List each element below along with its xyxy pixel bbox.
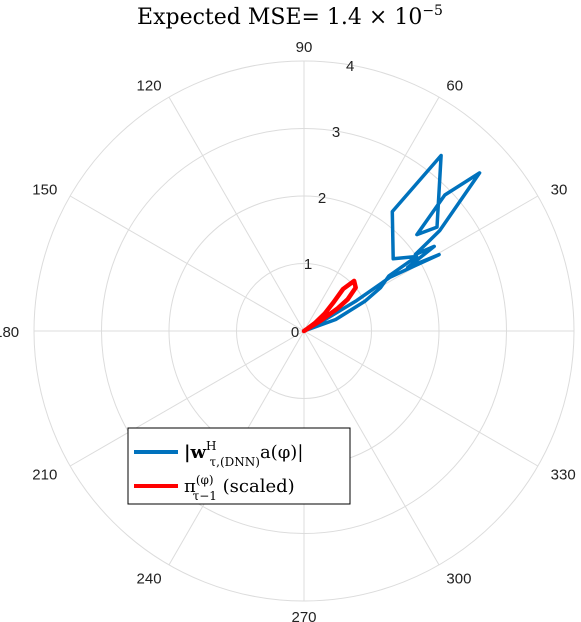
radial-tick-label: 3 xyxy=(332,124,340,141)
chart-title: Expected MSE= 1.4 × 10−5 xyxy=(137,3,443,30)
angle-tick-label: 330 xyxy=(551,466,576,483)
angle-tick-label: 270 xyxy=(291,609,316,622)
angle-tick-label: 90 xyxy=(296,39,313,56)
grid-spoke xyxy=(303,330,539,467)
legend: |wH τ,(DNN)a(φ)| π(φ) τ−1 (scaled) xyxy=(127,427,351,505)
series-line xyxy=(301,278,358,334)
radial-tick-labels: 0 1 2 3 4 xyxy=(291,58,354,341)
grid-spoke xyxy=(69,195,305,332)
angle-tick-label: 120 xyxy=(137,77,162,94)
angle-tick-label: 240 xyxy=(137,571,162,588)
radial-tick-label: 0 xyxy=(291,324,299,341)
angle-tick-label: 150 xyxy=(32,182,57,199)
legend-label: |wH τ,(DNN)a(φ)| xyxy=(184,439,303,469)
grid-spoke xyxy=(168,96,305,332)
legend-label: π(φ) τ−1 (scaled) xyxy=(184,473,295,503)
angle-tick-labels: 0 30 60 90 120 150 180 210 240 270 300 330 xyxy=(0,39,576,622)
grid-spoke xyxy=(303,96,440,332)
angle-tick-label: 210 xyxy=(32,466,57,483)
angle-tick-label: 60 xyxy=(446,77,463,94)
title-text: Expected MSE= 1.4 × 10 xyxy=(137,5,422,30)
grid-spoke xyxy=(69,330,305,467)
legend-box xyxy=(127,427,351,505)
radial-tick-label: 2 xyxy=(318,190,326,207)
angle-tick-label: 30 xyxy=(551,182,568,199)
radial-tick-label: 1 xyxy=(304,256,312,273)
title-exponent: −5 xyxy=(422,3,443,19)
angle-tick-label: 300 xyxy=(446,571,471,588)
grid-spoke xyxy=(303,330,440,566)
series-layer xyxy=(301,153,482,334)
angle-tick-label: 180 xyxy=(0,324,19,341)
radial-tick-label: 4 xyxy=(346,58,354,75)
series-line xyxy=(302,153,482,333)
